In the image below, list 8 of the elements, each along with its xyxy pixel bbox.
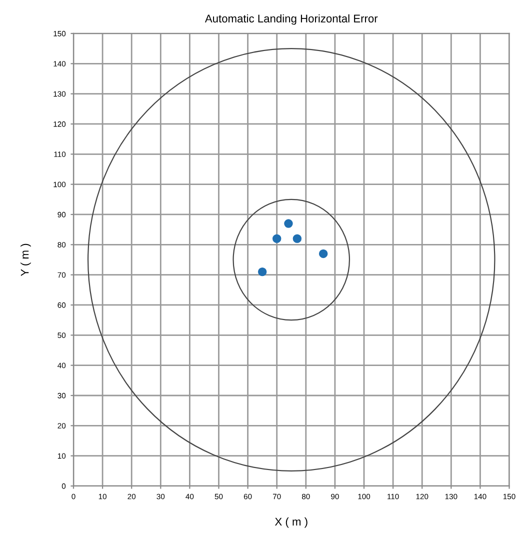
point bbox=[258, 267, 267, 276]
point bbox=[318, 249, 328, 258]
y-axis-title: Y ( m ) bbox=[20, 244, 31, 276]
point bbox=[292, 234, 302, 243]
point bbox=[284, 219, 293, 228]
chart-title: Automatic Landing Horizontal Error bbox=[204, 14, 378, 25]
x-axis-title: X ( m ) bbox=[274, 517, 308, 528]
point bbox=[272, 234, 282, 243]
